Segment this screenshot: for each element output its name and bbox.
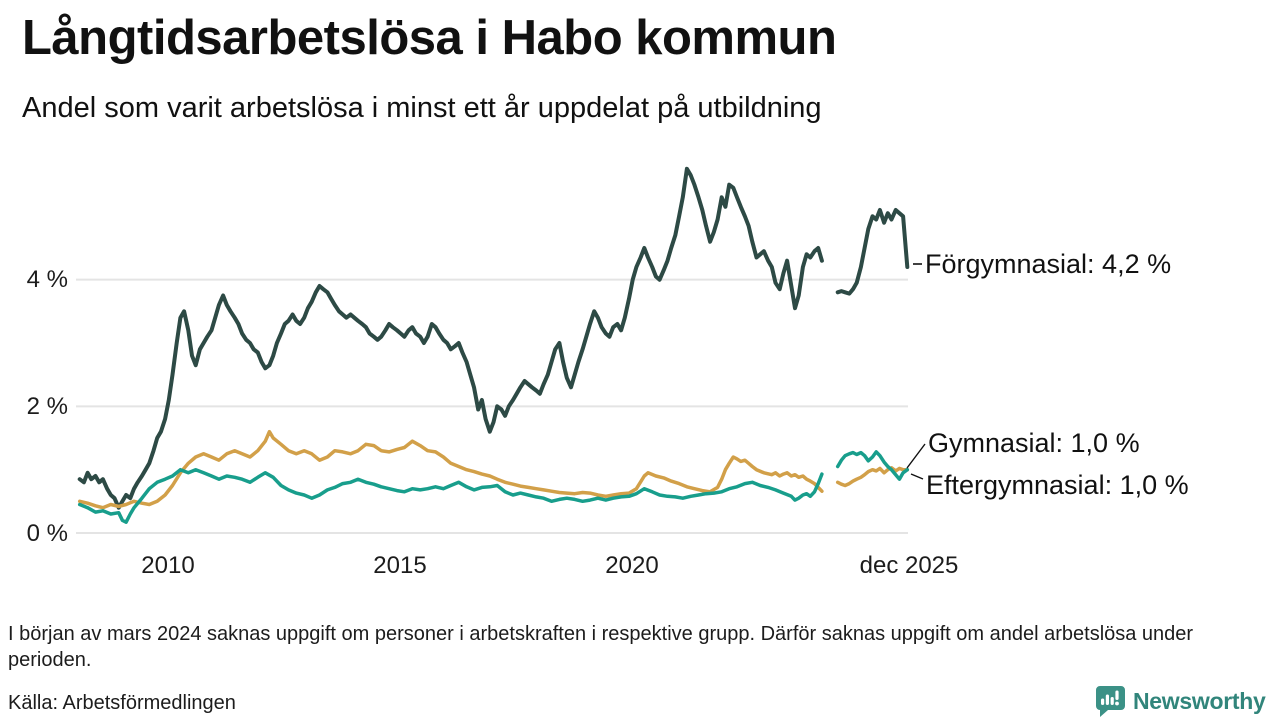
x-axis-tick-label: 2010: [141, 552, 195, 579]
bar-medium: [1110, 697, 1114, 705]
speech-bubble-shape: [1096, 686, 1125, 717]
newsworthy-logo-icon: [1096, 686, 1125, 717]
newsworthy-logo-text: Newsworthy: [1133, 688, 1266, 714]
series-line-eftergymnasial: [77, 467, 824, 524]
source-label: Källa: Arbetsförmedlingen: [8, 692, 236, 714]
y-axis-tick-label: 0 %: [26, 520, 68, 547]
bar-tall: [1105, 694, 1109, 705]
callout-dash-eftergymnasial: [910, 473, 924, 480]
y-axis-tick-label: 2 %: [26, 393, 68, 420]
series-line-forgymnasial: [835, 208, 910, 296]
series-end-label-gymnasial: Gymnasial: 1,0 %: [928, 428, 1140, 458]
x-axis-tick-label: 2020: [605, 552, 659, 579]
series-line-forgymnasial: [77, 166, 824, 510]
series-line-eftergymnasial: [835, 450, 910, 481]
legend-callout-lines: [906, 263, 926, 480]
series-end-label-eftergymnasial: Eftergymnasial: 1,0 %: [926, 470, 1189, 500]
x-axis-tick-label: 2015: [373, 552, 427, 579]
series-end-label-forgymnasial: Förgymnasial: 4,2 %: [925, 249, 1172, 279]
x-axis-tick-label: dec 2025: [859, 552, 959, 579]
series-line-gymnasial: [835, 466, 910, 488]
series-lines: [77, 166, 910, 524]
y-axis-tick-label: 4 %: [26, 266, 68, 293]
chart-footnote: I början av mars 2024 saknas uppgift om …: [8, 623, 1194, 671]
callout-line-gymnasial: [906, 443, 926, 469]
page-subtitle: Andel som varit arbetslösa i minst ett å…: [22, 92, 822, 124]
page-title: Långtidsarbetslösa i Habo kommun: [22, 11, 837, 65]
exclamation-dot: [1115, 701, 1119, 706]
exclamation-stroke: [1115, 690, 1119, 700]
series-line-gymnasial: [77, 429, 824, 510]
gridlines: [76, 278, 908, 534]
newsworthy-logo[interactable]: Newsworthy: [1095, 685, 1266, 718]
bar-small: [1101, 698, 1105, 705]
